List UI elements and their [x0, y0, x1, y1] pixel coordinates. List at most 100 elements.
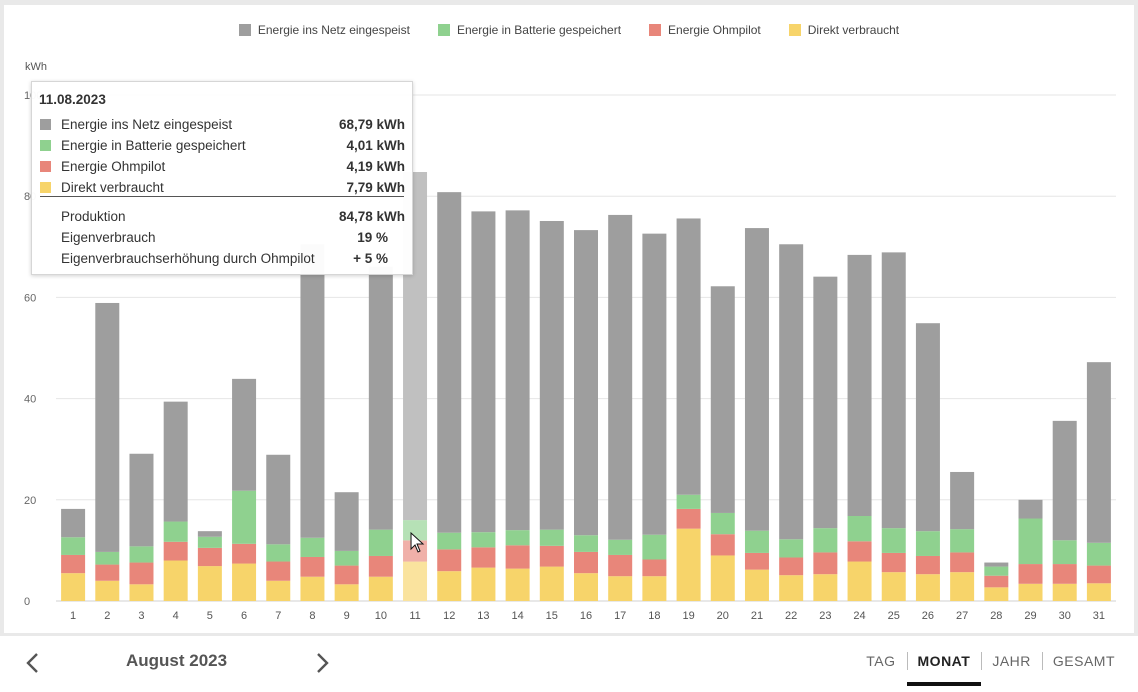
- bar-segment[interactable]: [129, 562, 154, 585]
- bar-segment[interactable]: [710, 512, 735, 535]
- bar-segment[interactable]: [334, 550, 359, 566]
- bar-segment[interactable]: [437, 571, 462, 601]
- bar-segment[interactable]: [950, 552, 975, 573]
- bar-segment[interactable]: [505, 545, 530, 569]
- bar-segment[interactable]: [95, 551, 120, 565]
- bar-segment[interactable]: [266, 561, 291, 581]
- bar-segment[interactable]: [471, 567, 496, 601]
- tab-total[interactable]: GESAMT: [1041, 636, 1126, 686]
- bar-segment[interactable]: [368, 576, 393, 601]
- bar-segment[interactable]: [574, 535, 598, 552]
- bar-segment[interactable]: [334, 565, 359, 585]
- bar-segment[interactable]: [163, 541, 188, 561]
- bar-segment[interactable]: [744, 228, 769, 531]
- bar-segment[interactable]: [710, 555, 735, 601]
- bar-segment[interactable]: [300, 576, 325, 601]
- bar-segment[interactable]: [437, 549, 462, 572]
- bar-segment[interactable]: [813, 528, 838, 553]
- bar-segment[interactable]: [881, 572, 906, 601]
- bar-segment[interactable]: [847, 561, 872, 601]
- bar-segment[interactable]: [368, 555, 393, 577]
- bar-segment[interactable]: [163, 521, 188, 542]
- bar-segment[interactable]: [1018, 518, 1043, 565]
- bar-segment[interactable]: [471, 211, 496, 533]
- bar-segment[interactable]: [232, 490, 257, 544]
- bar-segment[interactable]: [437, 532, 462, 550]
- bar-segment[interactable]: [1052, 564, 1077, 584]
- bar-segment[interactable]: [779, 539, 804, 558]
- bar-segment[interactable]: [915, 323, 940, 532]
- bar-segment[interactable]: [881, 528, 906, 553]
- bar-segment[interactable]: [61, 554, 86, 574]
- bar-segment[interactable]: [1018, 583, 1043, 601]
- bar-segment[interactable]: [642, 559, 667, 577]
- bar-segment[interactable]: [232, 378, 257, 491]
- bar-segment[interactable]: [950, 572, 975, 601]
- bar-segment[interactable]: [915, 574, 940, 601]
- legend-item-grid[interactable]: Energie ins Netz eingespeist: [238, 23, 410, 37]
- bar-segment[interactable]: [881, 552, 906, 573]
- bar-segment[interactable]: [574, 230, 598, 536]
- bar-segment[interactable]: [471, 532, 496, 548]
- bar-segment[interactable]: [539, 545, 564, 567]
- bar-segment[interactable]: [642, 534, 667, 560]
- tab-month[interactable]: MONAT: [906, 636, 982, 686]
- tab-day[interactable]: TAG: [866, 653, 896, 669]
- bar-segment[interactable]: [1086, 583, 1111, 601]
- bar-segment[interactable]: [403, 520, 428, 541]
- bar-segment[interactable]: [779, 575, 804, 601]
- bar-segment[interactable]: [676, 508, 701, 529]
- bar-segment[interactable]: [505, 568, 530, 601]
- tab-year[interactable]: JAHR: [981, 636, 1042, 686]
- bar-segment[interactable]: [95, 564, 120, 581]
- bar-segment[interactable]: [984, 587, 1009, 601]
- bar-segment[interactable]: [266, 580, 291, 601]
- legend-item-direct[interactable]: Direkt verbraucht: [788, 23, 899, 37]
- bar-segment[interactable]: [676, 494, 701, 509]
- bar-segment[interactable]: [744, 569, 769, 601]
- bar-segment[interactable]: [984, 575, 1009, 588]
- bar-segment[interactable]: [676, 528, 701, 601]
- bar-segment[interactable]: [1052, 420, 1077, 541]
- bar-segment[interactable]: [1018, 499, 1043, 519]
- bar-segment[interactable]: [813, 552, 838, 575]
- bar-segment[interactable]: [539, 220, 564, 530]
- bar-segment[interactable]: [505, 210, 530, 531]
- legend-item-ohmpilot[interactable]: Energie Ohmpilot: [649, 23, 761, 37]
- legend-item-battery[interactable]: Energie in Batterie gespeichert: [437, 23, 621, 37]
- bar-segment[interactable]: [300, 537, 325, 557]
- bar-segment[interactable]: [232, 543, 257, 564]
- bar-segment[interactable]: [608, 576, 633, 601]
- bar-segment[interactable]: [539, 529, 564, 546]
- bar-segment[interactable]: [197, 566, 222, 601]
- bar-segment[interactable]: [642, 576, 667, 601]
- bar-segment[interactable]: [1086, 565, 1111, 584]
- bar-segment[interactable]: [642, 233, 667, 535]
- bar-segment[interactable]: [950, 529, 975, 553]
- bar-segment[interactable]: [334, 584, 359, 601]
- bar-segment[interactable]: [61, 508, 86, 538]
- bar-segment[interactable]: [1018, 564, 1043, 584]
- bar-segment[interactable]: [95, 302, 120, 552]
- bar-segment[interactable]: [710, 286, 735, 513]
- bar-segment[interactable]: [300, 556, 325, 577]
- bar-segment[interactable]: [163, 560, 188, 601]
- bar-segment[interactable]: [847, 254, 872, 516]
- bar-segment[interactable]: [881, 252, 906, 529]
- bar-segment[interactable]: [197, 536, 222, 548]
- bar-segment[interactable]: [403, 561, 428, 601]
- bar-segment[interactable]: [608, 539, 633, 555]
- bar-segment[interactable]: [1086, 362, 1111, 543]
- bar-segment[interactable]: [984, 566, 1009, 576]
- bar-segment[interactable]: [300, 244, 325, 538]
- bar-segment[interactable]: [61, 573, 86, 601]
- bar-segment[interactable]: [847, 515, 872, 542]
- bar-segment[interactable]: [847, 541, 872, 562]
- bar-segment[interactable]: [266, 544, 291, 562]
- bar-segment[interactable]: [61, 537, 86, 555]
- bar-segment[interactable]: [608, 214, 633, 540]
- bar-segment[interactable]: [95, 580, 120, 601]
- bar-segment[interactable]: [232, 563, 257, 601]
- bar-segment[interactable]: [813, 574, 838, 601]
- bar-segment[interactable]: [710, 534, 735, 556]
